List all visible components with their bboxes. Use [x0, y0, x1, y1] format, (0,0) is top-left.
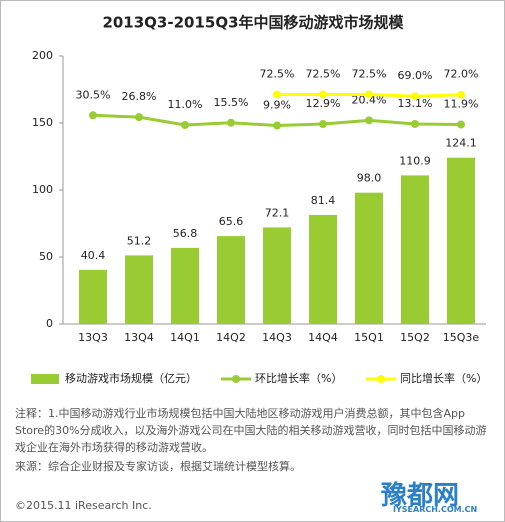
point-label: 69.0% [398, 69, 433, 82]
point-label: 72.5% [352, 67, 387, 80]
point-label: 72.0% [444, 68, 479, 81]
x-tick-label: 14Q4 [308, 331, 338, 344]
y-tick-label: 150 [32, 116, 53, 129]
y-tick-label: 100 [32, 183, 53, 196]
watermark-url: IYSEARCH.COM.CN [393, 505, 478, 514]
point-label: 72.5% [260, 67, 295, 80]
x-tick-label: 13Q4 [124, 331, 154, 344]
legend-marker [377, 375, 385, 383]
legend-swatch [31, 374, 59, 384]
chart: 2013Q3-2015Q3年中国移动游戏市场规模 0 50 100 150 200 13Q… [31, 14, 487, 385]
x-tick-label: 15Q3e [443, 331, 480, 344]
y-tick-label: 50 [39, 250, 53, 263]
bar-label: 72.1 [265, 206, 290, 219]
legend-label: 移动游戏市场规模（亿元） [65, 371, 197, 385]
x-tick-label: 15Q1 [354, 331, 384, 344]
point-label: 15.5% [214, 96, 249, 109]
legend-label: 环比增长率（%） [255, 371, 342, 385]
bar [125, 255, 153, 324]
bar [355, 192, 383, 324]
x-tick-label: 14Q3 [262, 331, 292, 344]
point-label: 13.1% [398, 97, 433, 110]
bar-label: 98.0 [357, 172, 382, 185]
bar-label: 56.8 [173, 227, 198, 240]
bar-label: 65.6 [219, 215, 244, 228]
y-tick-label: 200 [32, 49, 53, 62]
line-point [319, 90, 327, 99]
copyright: ©2015.11 iResearch Inc. [15, 499, 152, 512]
line-point [319, 120, 327, 129]
bar [401, 175, 429, 324]
point-label: 20.4% [352, 93, 387, 106]
line-point [411, 92, 419, 101]
line-point [181, 120, 189, 129]
chart-title: 2013Q3-2015Q3年中国移动游戏市场规模 [102, 14, 404, 32]
line-point [273, 90, 281, 99]
line-point [89, 111, 97, 120]
bar-label: 40.4 [81, 249, 106, 262]
y-tick-label: 0 [46, 317, 53, 330]
x-tick-label: 15Q2 [400, 331, 430, 344]
bar-label: 81.4 [311, 194, 336, 207]
bar [263, 227, 291, 324]
bar-label: 124.1 [445, 137, 477, 150]
legend-marker [232, 375, 240, 383]
legend-label: 同比增长率（%） [400, 371, 487, 385]
line-point [411, 119, 419, 128]
point-label: 11.9% [444, 98, 479, 111]
bar [217, 236, 245, 324]
line-point [227, 118, 235, 127]
x-tick-label: 14Q1 [170, 331, 200, 344]
source: 来源：综合企业财报及专家访谈，根据艾瑞统计模型核算。 [15, 460, 301, 473]
point-label: 30.5% [76, 88, 111, 101]
line-point [457, 120, 465, 129]
bar [309, 214, 337, 324]
point-label: 72.5% [306, 67, 341, 80]
x-tick-label: 13Q3 [78, 331, 108, 344]
point-label: 11.0% [168, 98, 203, 111]
point-label: 26.8% [122, 90, 157, 103]
bar-label: 110.9 [399, 154, 431, 167]
watermark: 豫都网 [381, 481, 460, 511]
point-label: 9.9% [263, 99, 291, 112]
note: 注释：1.中国移动游戏行业市场规模包括中国大陆地区移动游戏用户消费总额，其中包含… [15, 407, 487, 454]
point-label: 12.9% [306, 97, 341, 110]
line-point [273, 121, 281, 130]
line-point [457, 90, 465, 99]
line-point [365, 116, 373, 125]
line-point [135, 113, 143, 122]
bar-label: 51.2 [127, 234, 152, 247]
bar [79, 269, 107, 324]
line-point [365, 90, 373, 99]
x-tick-label: 14Q2 [216, 331, 246, 344]
bar [447, 157, 475, 324]
bar [171, 247, 199, 324]
